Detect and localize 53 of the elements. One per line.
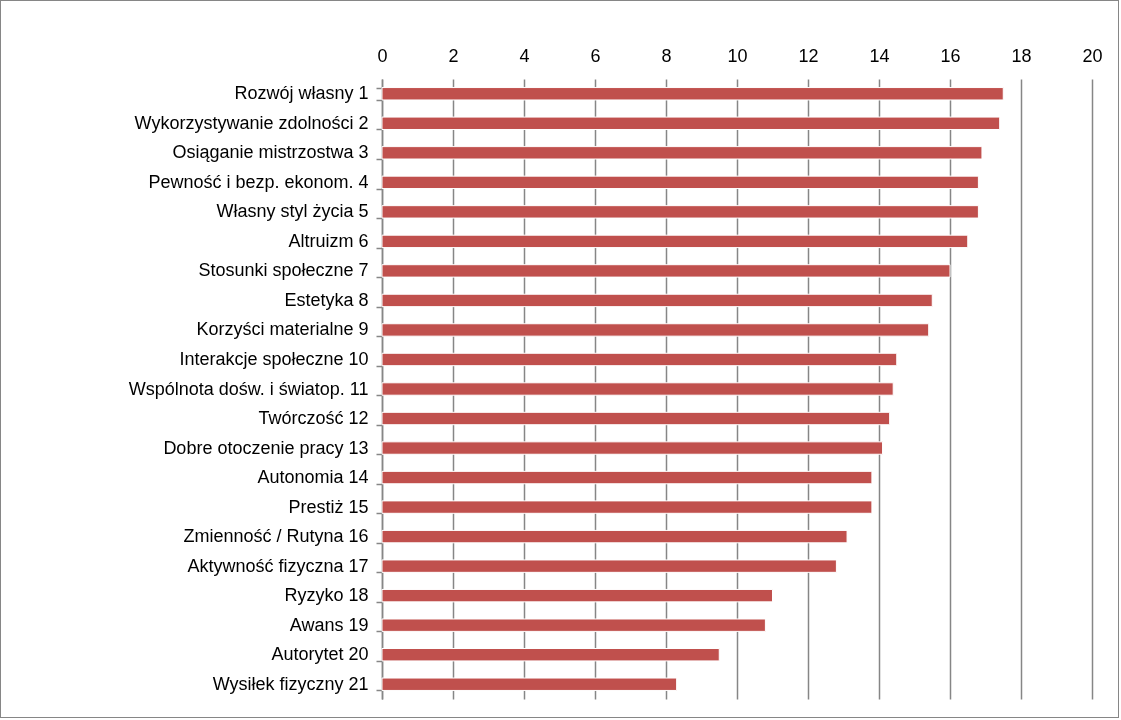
x-tick-label: 18 [1011,45,1032,66]
x-tick-label: 2 [448,45,459,66]
y-tick-label: Wspólnota dośw. i światop. 11 [128,378,369,399]
y-tick-label: Awans 19 [289,614,369,635]
bar [381,323,930,337]
bar [381,87,1004,101]
y-tick-label: Pewność i bezp. ekonom. 4 [148,171,369,192]
y-tick-label: Twórczość 12 [258,408,369,429]
y-tick-label: Autonomia 14 [257,467,369,488]
x-tick-label: 4 [519,45,530,66]
x-tick-label: 10 [727,45,748,66]
x-tick-label: 6 [590,45,601,66]
bar [381,559,837,573]
bar [381,529,848,544]
bar [381,677,678,691]
bar [381,293,933,308]
y-tick-label: Osiąganie mistrzostwa 3 [172,142,369,163]
y-tick-label: Aktywność fizyczna 17 [187,555,369,576]
x-tick-label: 14 [869,45,890,66]
bar [381,618,766,632]
bar [381,441,884,455]
y-tick-label: Altruizm 6 [288,230,369,251]
y-tick-label: Korzyści materialne 9 [196,319,369,340]
bar [381,205,979,219]
bar [381,470,873,485]
x-tick-label: 8 [661,45,672,66]
x-tick-label: 16 [940,45,961,66]
x-tick-label: 0 [377,45,388,66]
y-tick-label: Ryzyko 18 [284,585,369,606]
bar [381,588,773,603]
y-tick-label: Rozwój własny 1 [234,83,369,104]
bar [381,234,969,249]
bar [381,648,720,662]
bar [381,116,1001,130]
x-tick-label: 12 [798,45,819,66]
y-tick-label: Stosunki społeczne 7 [198,260,369,281]
bar [381,352,898,367]
y-tick-label: Wysiłek fizyczny 21 [212,673,369,694]
bar [381,264,951,278]
y-tick-label: Interakcje społeczne 10 [179,348,369,369]
bar [381,382,894,396]
bar [381,175,979,190]
bar [381,146,983,160]
bar [381,411,891,426]
y-tick-label: Prestiż 15 [288,496,369,517]
y-tick-label: Autorytet 20 [271,644,369,665]
y-tick-label: Zmienność / Rutyna 16 [183,526,369,547]
bar [381,500,873,514]
x-tick-label: 20 [1082,45,1103,66]
y-tick-label: Dobre otoczenie pracy 13 [163,437,369,458]
y-tick-label: Własny styl życia 5 [216,201,369,222]
y-tick-label: Wykorzystywanie zdolności 2 [134,112,369,133]
y-tick-label: Estetyka 8 [284,289,369,310]
